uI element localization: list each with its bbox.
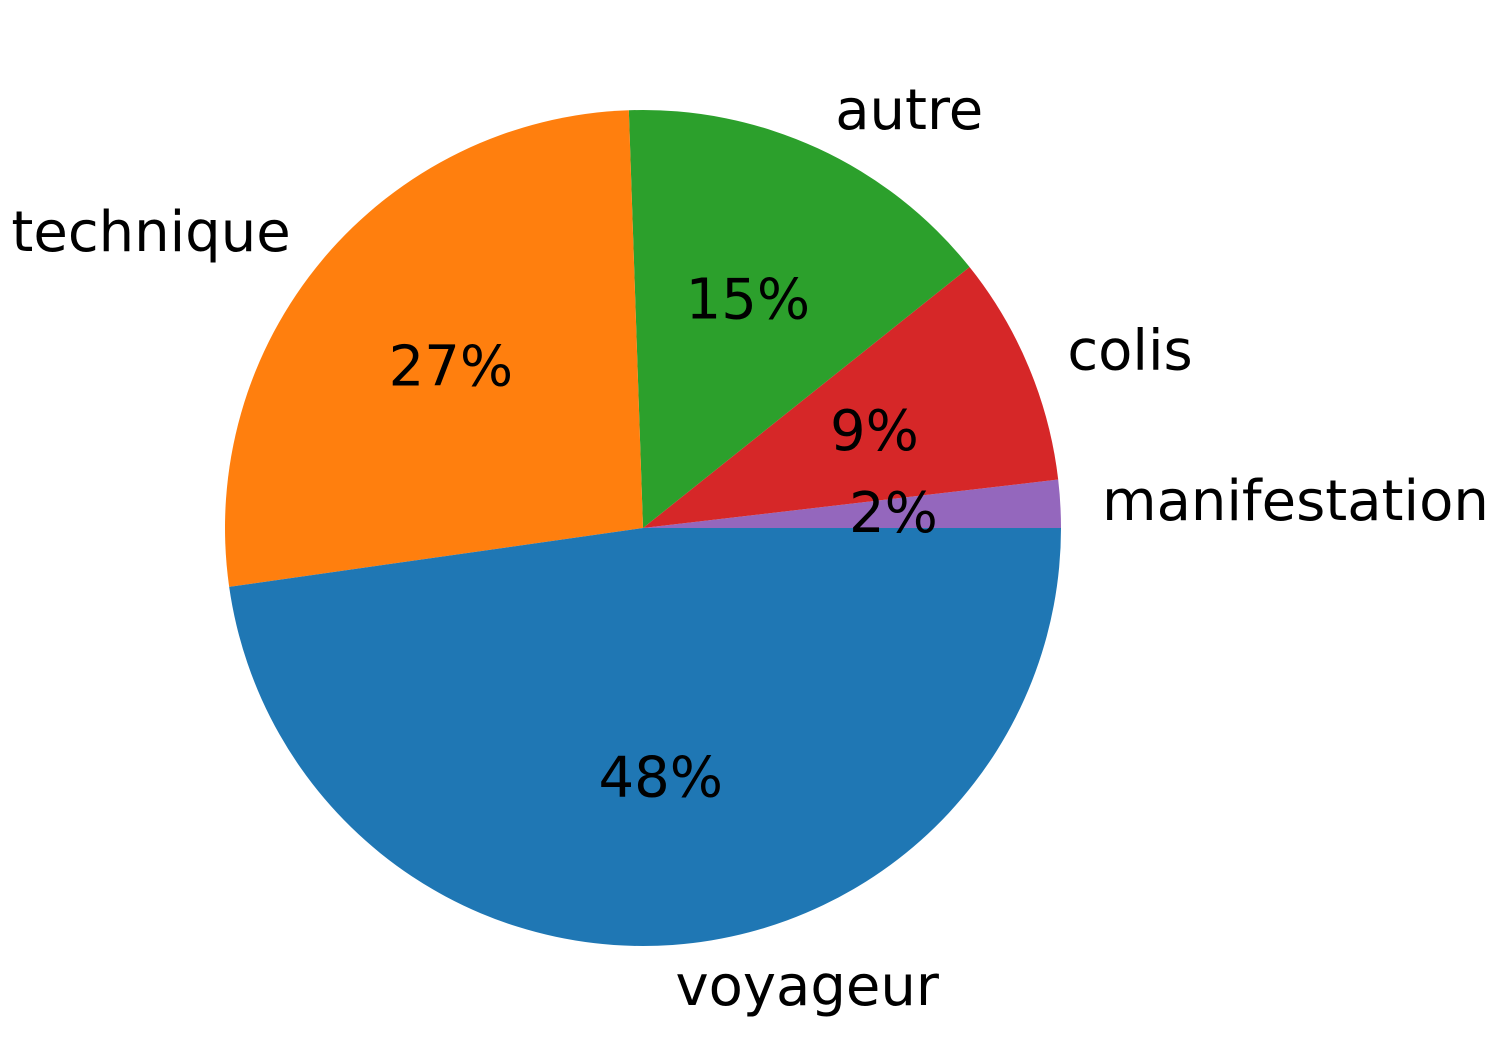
pct-label-voyageur: 48% — [598, 746, 722, 811]
slice-label-colis: colis — [1067, 318, 1192, 383]
pct-label-colis: 9% — [830, 399, 919, 464]
pct-label-technique: 27% — [389, 334, 513, 399]
pie-slice-voyageur — [229, 528, 1062, 947]
pie-slice-manifestation — [643, 479, 1061, 528]
slice-label-voyageur: voyageur — [675, 954, 939, 1019]
pie-slice-technique — [224, 110, 643, 587]
pie-slices — [224, 109, 1062, 947]
slice-label-technique: technique — [11, 200, 290, 265]
pct-label-autre: 15% — [686, 268, 810, 333]
pie-slice-colis — [643, 267, 1059, 528]
pie-slice-autre — [628, 109, 970, 528]
slice-label-autre: autre — [835, 78, 983, 143]
pie-labels: manifestation 2% colis 9% autre 15% technique 2… — [11, 78, 1488, 1019]
pct-label-manifestation: 2% — [849, 481, 938, 546]
slice-label-manifestation: manifestation — [1102, 469, 1489, 534]
